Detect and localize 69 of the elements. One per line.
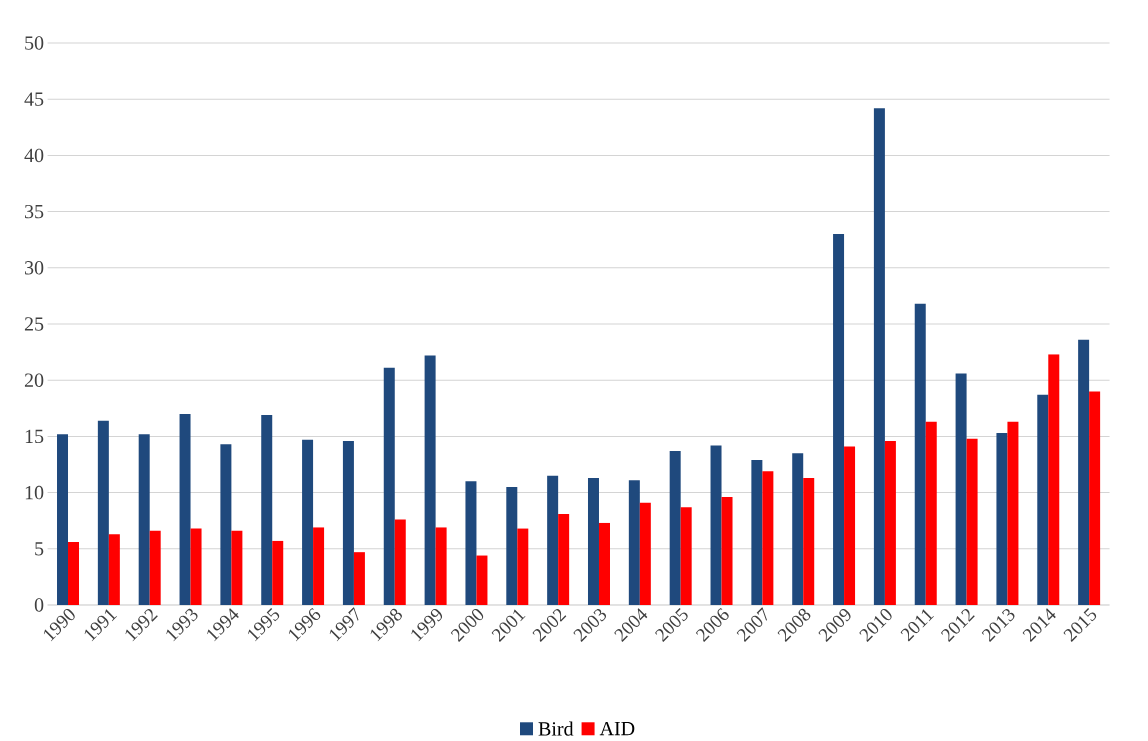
bar	[272, 540, 284, 606]
bar	[68, 542, 80, 606]
legend-label: Bird	[538, 721, 574, 736]
y-tick-label: 15	[25, 429, 44, 444]
bar	[302, 439, 314, 606]
bar	[721, 497, 733, 606]
y-tick-label: 45	[24, 92, 44, 106]
bar	[669, 451, 681, 606]
bar	[996, 433, 1008, 606]
bar	[873, 108, 885, 606]
y-tick-label: 50	[25, 36, 44, 50]
x-tick-label: 1990	[43, 609, 75, 642]
y-tick-label: 20	[24, 373, 44, 387]
bar	[680, 507, 692, 606]
x-tick-label: 1999	[411, 608, 443, 642]
bar	[803, 478, 815, 606]
bar	[190, 528, 202, 606]
bar	[220, 444, 232, 606]
bar	[1037, 394, 1049, 606]
bar	[353, 552, 365, 606]
bar	[547, 475, 559, 606]
x-tick-label: 1991	[84, 609, 117, 642]
bar	[97, 420, 109, 606]
bar	[966, 438, 978, 606]
bar	[261, 415, 273, 606]
bar	[179, 413, 191, 606]
bar	[955, 373, 967, 606]
bar	[1007, 421, 1019, 606]
bar	[517, 528, 529, 606]
bar	[914, 303, 926, 606]
bar	[108, 534, 120, 606]
bar	[792, 453, 804, 606]
bar	[628, 480, 640, 606]
y-tick-label: 5	[35, 542, 44, 556]
y-tick-label: 25	[24, 317, 44, 331]
bar	[424, 355, 436, 606]
bar	[476, 555, 488, 606]
bar	[435, 527, 447, 606]
bar	[149, 530, 161, 606]
bar	[925, 421, 937, 606]
bar	[506, 486, 518, 606]
y-tick-label: 0	[34, 598, 44, 612]
bar	[1048, 354, 1060, 606]
bar	[587, 478, 599, 606]
bar	[1089, 391, 1101, 606]
bar	[313, 527, 325, 606]
bar	[710, 445, 722, 606]
bar	[383, 367, 395, 606]
y-tick-label: 40	[24, 148, 44, 163]
bar	[884, 440, 896, 606]
y-tick-label: 30	[25, 261, 44, 275]
bar	[751, 460, 763, 606]
bar	[138, 434, 150, 606]
bar	[465, 481, 477, 606]
y-tick-label: 35	[25, 204, 44, 219]
bar	[57, 434, 69, 606]
bar	[762, 471, 774, 606]
bar	[639, 502, 651, 606]
bar	[394, 519, 406, 606]
legend-label: AID	[599, 721, 635, 736]
bar	[342, 440, 354, 606]
x-tick-label: 1992	[125, 608, 158, 642]
bar	[844, 446, 856, 606]
bar	[231, 530, 243, 606]
bar	[1078, 339, 1090, 606]
bar	[598, 522, 610, 606]
bar	[833, 234, 845, 606]
bar	[558, 513, 570, 606]
y-tick-label: 10	[25, 485, 44, 500]
